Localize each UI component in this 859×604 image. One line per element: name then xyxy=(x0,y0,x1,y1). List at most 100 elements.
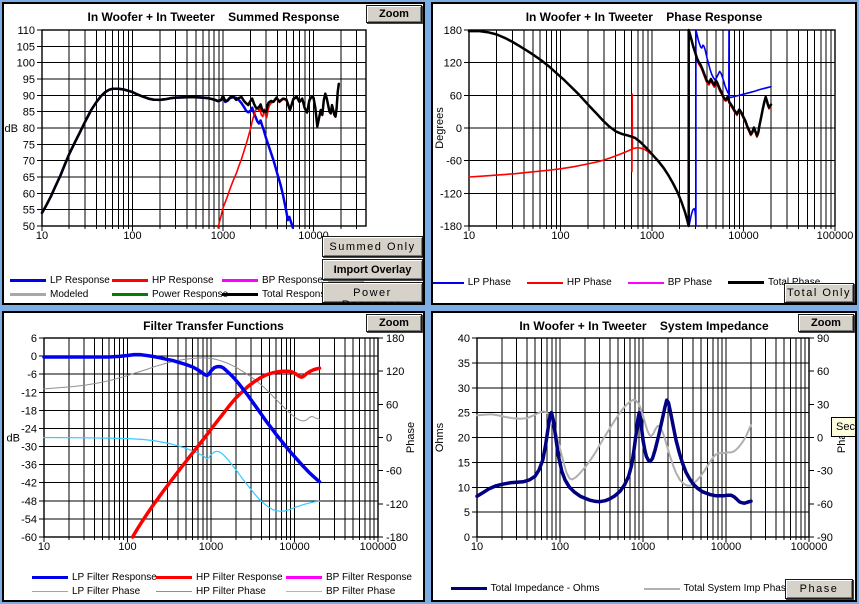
svg-text:120: 120 xyxy=(386,366,404,378)
panel-title: In Woofer + In Tweeter Phase Response xyxy=(525,10,763,24)
panel-title: In Woofer + In Tweeter Summed Response xyxy=(87,10,340,24)
svg-text:120: 120 xyxy=(444,58,462,70)
svg-text:10: 10 xyxy=(38,541,50,553)
legend-label: LP Filter Response xyxy=(72,572,157,583)
legend-swatch xyxy=(286,576,322,579)
svg-text:35: 35 xyxy=(458,358,470,370)
svg-text:-18: -18 xyxy=(21,405,37,417)
legend-item: Total Impedance - Ohms xyxy=(450,583,600,594)
legend-label: LP Filter Phase xyxy=(72,586,141,597)
system-impedance-chart: 40 35 30 25 20 15 10 5 0 90 60 30 0 -30 -60 -90 10 100 100… xyxy=(434,333,848,553)
legend-item: BP Filter Phase xyxy=(286,586,408,597)
zoom-button[interactable]: Zoom xyxy=(366,314,422,332)
legend-label: HP Filter Phase xyxy=(196,586,266,597)
svg-text:10: 10 xyxy=(471,541,483,553)
legend-item: BP Phase xyxy=(627,277,712,288)
svg-text:85: 85 xyxy=(23,107,35,119)
series-lp-phase xyxy=(688,29,772,227)
svg-text:60: 60 xyxy=(450,90,462,102)
legend-label: LP Response xyxy=(50,275,110,286)
series-hp-filter-phase xyxy=(43,357,321,422)
svg-text:100: 100 xyxy=(123,230,141,242)
svg-text:100: 100 xyxy=(551,230,569,242)
svg-text:-42: -42 xyxy=(21,478,37,490)
svg-text:1000: 1000 xyxy=(640,230,664,242)
svg-text:65: 65 xyxy=(23,172,35,184)
legend-swatch xyxy=(328,279,364,282)
svg-text:10000: 10000 xyxy=(279,541,310,553)
svg-text:10: 10 xyxy=(463,230,475,242)
legend-swatch xyxy=(156,576,192,579)
legend-label: HP Response xyxy=(152,275,214,286)
svg-text:60: 60 xyxy=(23,188,35,200)
svg-text:Ohms: Ohms xyxy=(434,422,446,452)
legend-item: LP Response xyxy=(10,275,112,286)
svg-text:-180: -180 xyxy=(386,532,408,544)
legend-label: BP Filter Phase xyxy=(326,586,396,597)
svg-text:100: 100 xyxy=(118,541,136,553)
svg-text:6: 6 xyxy=(31,333,37,345)
legend-swatch xyxy=(643,587,680,590)
series-hp-filter-response xyxy=(130,366,322,539)
svg-text:90: 90 xyxy=(23,90,35,102)
svg-text:60: 60 xyxy=(817,366,829,378)
legend-swatch xyxy=(112,279,148,282)
svg-text:1000: 1000 xyxy=(211,230,235,242)
legend-swatch xyxy=(10,293,46,296)
legend-label: LP Phase xyxy=(467,277,511,288)
svg-text:30: 30 xyxy=(817,399,829,411)
svg-text:95: 95 xyxy=(23,74,35,86)
svg-text:dB: dB xyxy=(5,123,18,135)
svg-text:80: 80 xyxy=(23,123,35,135)
svg-text:180: 180 xyxy=(386,333,404,345)
svg-text:10: 10 xyxy=(458,482,470,494)
svg-text:10000: 10000 xyxy=(728,230,759,242)
summed-response-panel: In Woofer + In Tweeter Summed Response 1… xyxy=(2,2,425,305)
series-lp-filter-phase xyxy=(43,436,321,512)
legend-label: HP Filter Response xyxy=(196,572,283,583)
svg-text:-60: -60 xyxy=(817,499,833,511)
svg-text:-90: -90 xyxy=(817,532,833,544)
series-total-impedance-ohms xyxy=(475,398,753,505)
svg-text:100: 100 xyxy=(551,541,569,553)
summed-only-button[interactable]: Summed Only xyxy=(322,236,423,257)
svg-text:-120: -120 xyxy=(440,188,462,200)
legend-item: HP Response xyxy=(112,275,222,286)
svg-text:55: 55 xyxy=(23,205,35,217)
second-tooltip: Seco xyxy=(831,417,855,437)
svg-text:30: 30 xyxy=(458,383,470,395)
legend-label: Total Impedance - Ohms xyxy=(490,583,600,594)
legend-item: HP Filter Phase xyxy=(156,586,286,597)
svg-text:60: 60 xyxy=(386,399,398,411)
svg-text:10000: 10000 xyxy=(711,541,742,553)
legend-swatch xyxy=(10,279,46,282)
legend-item: BP Filter Response xyxy=(286,572,412,583)
zoom-button[interactable]: Zoom xyxy=(366,5,422,23)
svg-text:-60: -60 xyxy=(21,532,37,544)
zoom-button[interactable]: Zoom xyxy=(798,314,854,332)
svg-text:1000: 1000 xyxy=(631,541,655,553)
power-response-button[interactable]: Power Response xyxy=(322,282,423,303)
phase-response-panel: In Woofer + In Tweeter Phase Response 18… xyxy=(431,2,857,305)
svg-text:dB: dB xyxy=(7,433,20,445)
import-overlay-button[interactable]: Import Overlay xyxy=(322,259,423,280)
svg-text:105: 105 xyxy=(17,41,35,53)
legend-label: Total System Imp Phase xyxy=(683,583,792,594)
svg-text:0: 0 xyxy=(464,532,470,544)
svg-text:-36: -36 xyxy=(21,460,37,472)
svg-text:25: 25 xyxy=(458,408,470,420)
phase-legend: LP Phase HP Phase BP Phase Total Phase xyxy=(433,277,820,288)
legend-swatch xyxy=(627,281,664,284)
total-only-button[interactable]: Total Only xyxy=(784,283,854,303)
svg-text:100: 100 xyxy=(17,58,35,70)
svg-text:-6: -6 xyxy=(27,369,37,381)
svg-text:10000: 10000 xyxy=(298,230,329,242)
phase-button[interactable]: Phase xyxy=(785,579,853,599)
svg-text:-180: -180 xyxy=(440,221,462,233)
legend-item: Total Response xyxy=(222,289,331,300)
svg-text:-54: -54 xyxy=(21,514,37,526)
legend-swatch xyxy=(156,591,192,592)
svg-text:-60: -60 xyxy=(446,156,462,168)
legend-item: HP Phase xyxy=(526,277,612,288)
